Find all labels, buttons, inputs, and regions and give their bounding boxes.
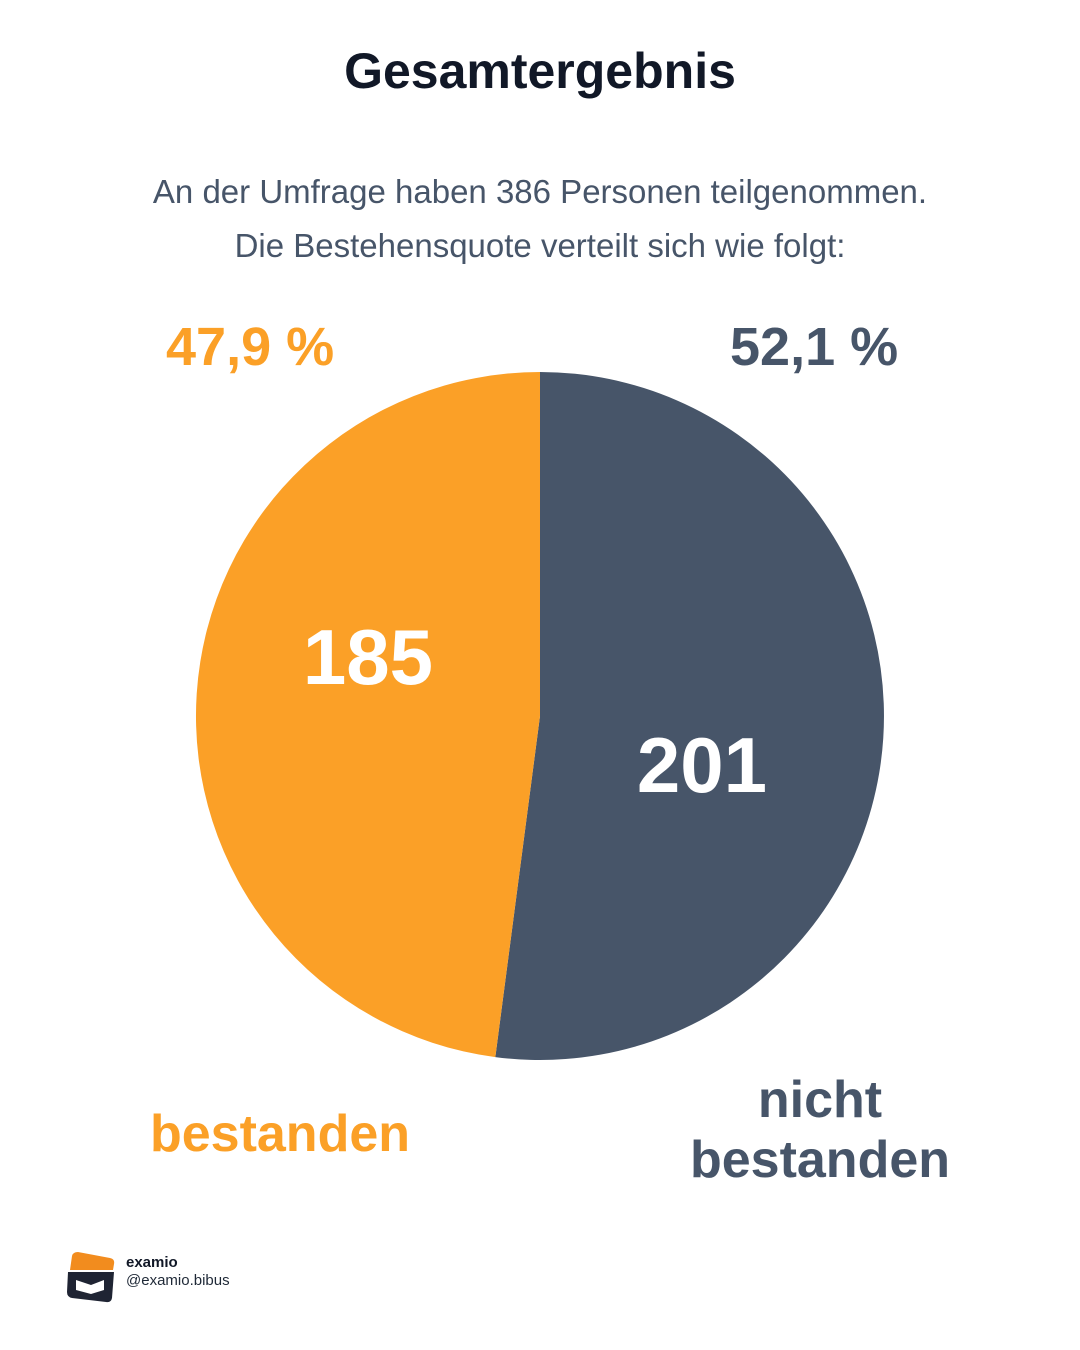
legend-label-nicht-bestanden-line1: nicht: [757, 1071, 883, 1129]
examio-logo-icon: [67, 1252, 115, 1303]
subtitle-line-1: An der Umfrage haben 386 Personen teilge…: [152, 173, 928, 210]
legend-label-bestanden-text: bestanden: [149, 1105, 411, 1163]
brand-name: examio: [126, 1254, 178, 1271]
percent-label-nicht-bestanden: 52,1 %: [730, 317, 899, 377]
percent-label-bestanden: 47,9 %: [166, 317, 335, 377]
page-title: Gesamtergebnis: [344, 43, 736, 99]
pie-slice-bestanden: [195, 372, 540, 1058]
legend-label-nicht-bestanden-line2: bestanden: [689, 1131, 951, 1189]
brand-handle: @examio.bibus: [126, 1272, 230, 1289]
subtitle: An der Umfrage haben 386 Personen teilge…: [0, 165, 1080, 273]
legend-label-nicht-bestanden: nicht bestanden: [650, 1070, 990, 1190]
subtitle-line-2: Die Bestehensquote verteilt sich wie fol…: [234, 227, 846, 264]
value-label-bestanden: 185: [303, 613, 433, 701]
value-label-nicht-bestanden: 201: [637, 721, 767, 809]
legend-label-bestanden: bestanden: [110, 1104, 450, 1164]
pie-slice-nicht-bestanden: [495, 372, 884, 1061]
brand-footer: examio @examio.bibus: [64, 1250, 284, 1310]
